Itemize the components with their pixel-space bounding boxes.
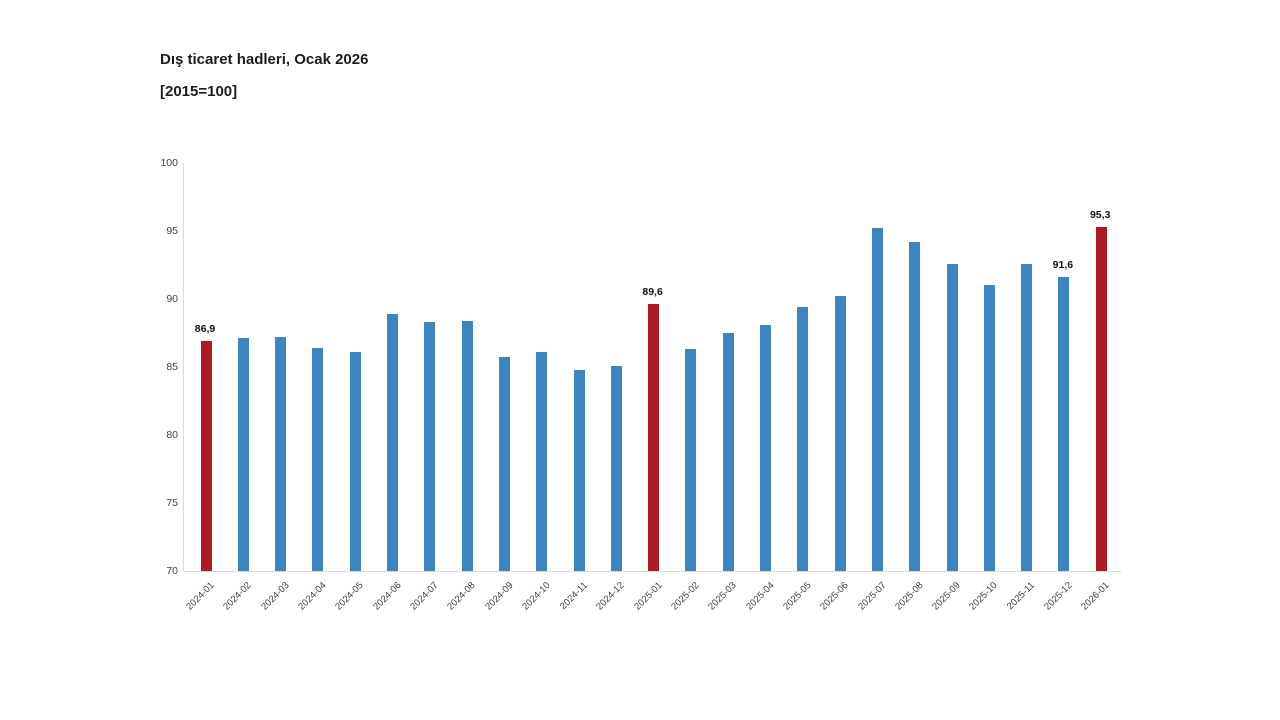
bar-2025-08 bbox=[909, 241, 921, 571]
y-tick-label: 100 bbox=[160, 157, 178, 169]
y-tick-label: 80 bbox=[166, 429, 178, 441]
x-axis-label: 2025-02 bbox=[669, 580, 702, 613]
bar-2025-03 bbox=[722, 333, 734, 571]
bar-2024-09 bbox=[498, 357, 510, 571]
x-axis-label: 2024-12 bbox=[594, 580, 628, 613]
bar-2024-01 bbox=[200, 341, 212, 571]
x-axis-label: 2024-01 bbox=[184, 580, 217, 613]
x-axis-label: 2025-12 bbox=[1042, 580, 1075, 613]
x-axis-label: 2024-02 bbox=[221, 580, 255, 613]
x-axis-label: 2025-05 bbox=[781, 580, 814, 613]
bar-2024-03 bbox=[275, 337, 287, 571]
bar-2026-01 bbox=[1095, 226, 1107, 571]
bar-2024-02 bbox=[237, 338, 249, 571]
x-axis-label: 2025-03 bbox=[706, 580, 739, 613]
x-axis-label: 2025-11 bbox=[1005, 580, 1038, 612]
bar-2024-11 bbox=[573, 369, 585, 571]
bar-2025-07 bbox=[871, 228, 883, 571]
x-axis-label: 2024-05 bbox=[333, 580, 366, 613]
title-block: Dış ticaret hadleri, Ocak 2026 [2015=100… bbox=[160, 51, 369, 100]
bar-value-label-2025-01: 89,6 bbox=[642, 286, 663, 299]
bar-2024-06 bbox=[387, 313, 398, 571]
x-axis-label: 2024-09 bbox=[482, 580, 516, 613]
bar-2025-01 bbox=[648, 304, 660, 571]
bar-2025-06 bbox=[834, 296, 846, 571]
bar-2025-02 bbox=[685, 349, 697, 571]
chart-subtitle: [2015=100] bbox=[160, 82, 238, 100]
x-axis-label: 2025-08 bbox=[893, 580, 926, 613]
bar-value-label-2026-01: 95,3 bbox=[1089, 208, 1111, 221]
x-axis-label: 2025-10 bbox=[967, 580, 1001, 613]
x-axis-label: 2025-04 bbox=[743, 580, 777, 613]
bar-2024-07 bbox=[424, 322, 436, 571]
x-axis-label: 2025-09 bbox=[930, 580, 963, 613]
plot-area bbox=[183, 163, 1121, 572]
bar-2024-05 bbox=[349, 352, 361, 571]
x-axis-label: 2025-01 bbox=[631, 580, 665, 613]
x-axis-label: 2024-10 bbox=[520, 580, 553, 613]
y-tick-label: 85 bbox=[166, 361, 178, 373]
bar-2024-12 bbox=[610, 365, 622, 571]
x-axis-label: 2024-11 bbox=[557, 580, 590, 612]
bar-2024-04 bbox=[312, 347, 324, 571]
bar-2025-10 bbox=[983, 285, 995, 571]
y-tick-label: 90 bbox=[166, 293, 178, 305]
x-axis-label: 2025-07 bbox=[855, 580, 889, 613]
bar-2025-05 bbox=[797, 307, 809, 571]
bar-2025-11 bbox=[1021, 263, 1033, 571]
x-axis-label: 2024-06 bbox=[370, 580, 404, 613]
x-axis-label: 2025-06 bbox=[818, 580, 851, 613]
bar-2025-04 bbox=[760, 324, 771, 571]
x-axis-label: 2026-01 bbox=[1079, 580, 1112, 613]
bar-2025-09 bbox=[946, 263, 958, 571]
y-tick-label: 95 bbox=[166, 225, 178, 237]
x-axis-label: 2024-04 bbox=[296, 580, 329, 613]
bar-value-label-2025-12: 91,6 bbox=[1052, 259, 1074, 272]
x-axis-label: 2024-08 bbox=[445, 580, 478, 613]
y-tick-label: 75 bbox=[166, 497, 178, 509]
bar-value-label-2024-01: 86,9 bbox=[194, 323, 216, 336]
bar-2024-10 bbox=[536, 352, 548, 571]
y-tick-label: 70 bbox=[166, 565, 178, 577]
x-axis-label: 2024-03 bbox=[258, 580, 292, 613]
bar-2024-08 bbox=[461, 320, 473, 571]
bar-2025-12 bbox=[1058, 277, 1070, 571]
x-axis-label: 2024-07 bbox=[408, 580, 441, 613]
chart-title: Dış ticaret hadleri, Ocak 2026 bbox=[160, 51, 369, 68]
